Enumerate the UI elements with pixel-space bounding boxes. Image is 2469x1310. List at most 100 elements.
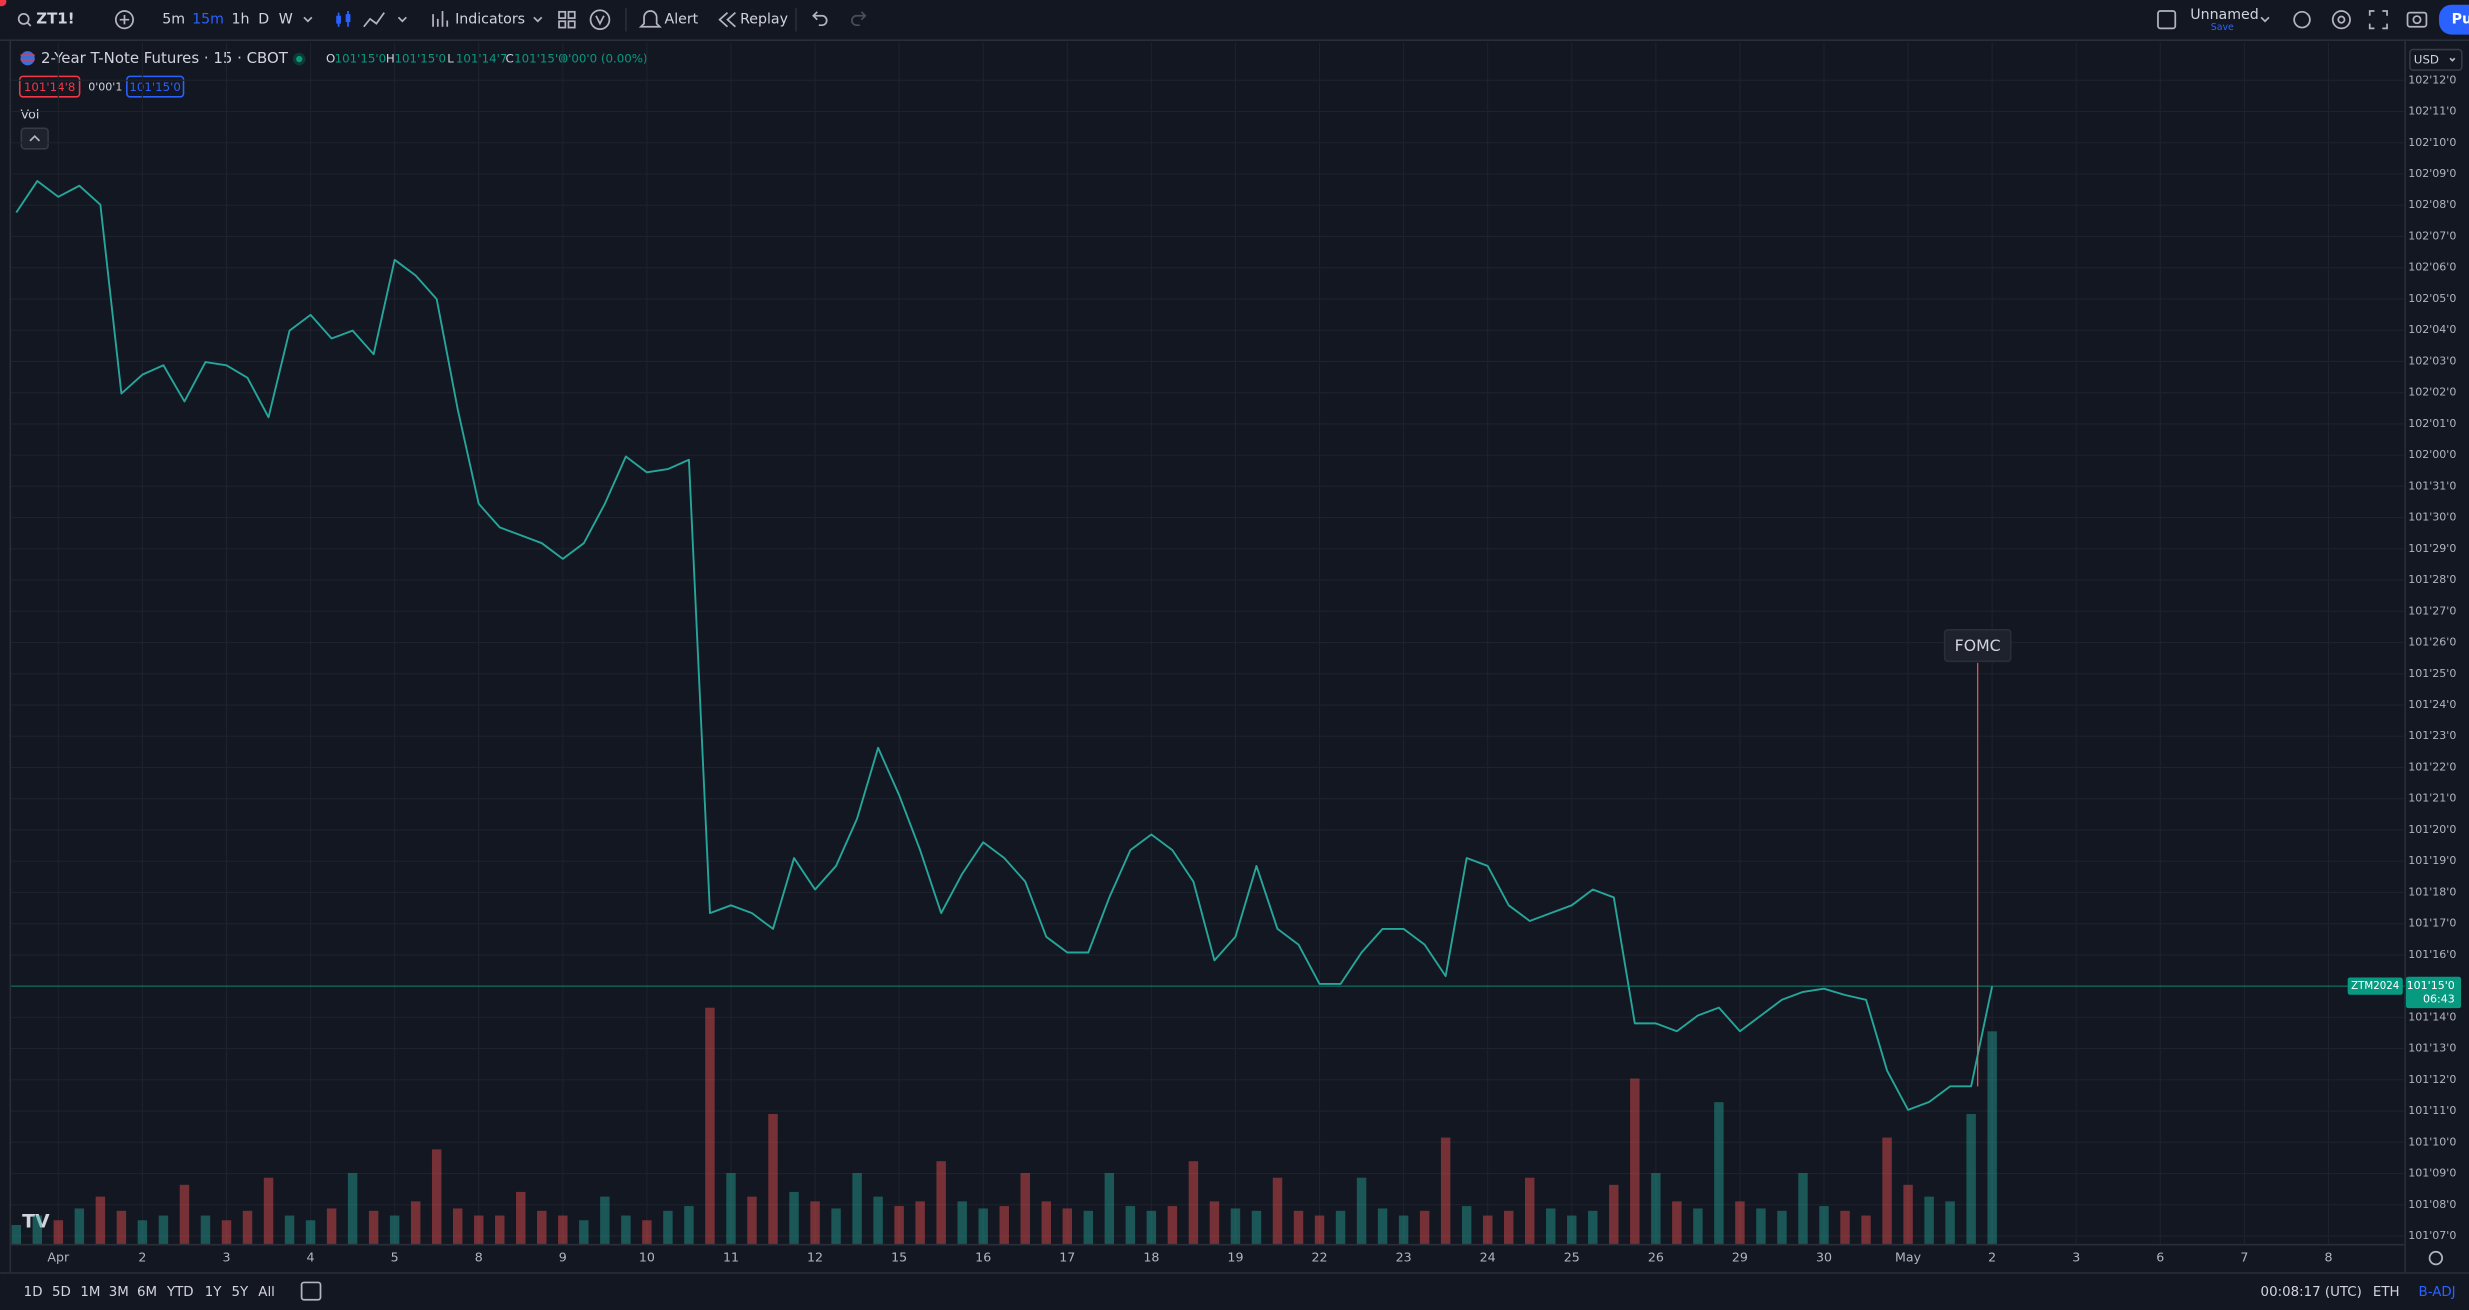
volume-bar — [1146, 1210, 1157, 1244]
volume-bar — [263, 1177, 274, 1244]
interval-button[interactable]: 5m — [162, 12, 185, 28]
volume-bar — [1482, 1215, 1493, 1244]
publish-button[interactable] — [2439, 4, 2469, 35]
settings[interactable] — [2331, 10, 2351, 30]
volume-bar — [1104, 1173, 1115, 1244]
add-symbol-plus — [119, 14, 130, 25]
legend-key: L — [447, 52, 454, 66]
interval-button[interactable]: D — [258, 12, 269, 28]
legend-value: 101'14'7 — [456, 52, 508, 66]
volume-bar — [284, 1215, 295, 1244]
drawing-menu[interactable] — [397, 16, 407, 23]
interval-button[interactable]: 15m — [192, 12, 224, 28]
volume-bar — [221, 1220, 232, 1244]
session[interactable]: ETH — [2373, 1285, 2400, 1300]
volume-bar — [1714, 1102, 1724, 1244]
range-button[interactable]: 3M — [109, 1285, 129, 1300]
alert-button[interactable]: Alert — [665, 12, 699, 28]
range-button[interactable]: 5Y — [232, 1285, 250, 1300]
y-tick-label: 102'05'0 — [2408, 292, 2456, 305]
snapshot[interactable] — [2406, 11, 2428, 28]
quick-search[interactable] — [2293, 10, 2311, 29]
clock[interactable]: 00:08:17 (UTC) — [2261, 1285, 2362, 1300]
date-range-icon[interactable] — [300, 1281, 322, 1301]
indicators-button[interactable]: Indicators — [455, 12, 525, 28]
volume-bar — [95, 1196, 106, 1244]
range-button[interactable]: 1Y — [205, 1285, 223, 1300]
x-tick-label: 15 — [891, 1250, 907, 1265]
annotation: FOMC — [1955, 636, 2001, 655]
range-button[interactable]: 1M — [80, 1285, 100, 1300]
currency-box[interactable] — [2409, 48, 2463, 71]
y-tick-label: 101'08'0 — [2408, 1198, 2456, 1211]
volume-legend[interactable]: Vol — [21, 106, 40, 121]
volume-bar — [894, 1206, 904, 1244]
volume-bar — [1503, 1210, 1514, 1244]
layout-name[interactable]: Unnamed — [2190, 7, 2258, 23]
range-button[interactable]: 1D — [24, 1285, 43, 1300]
search-icon[interactable] — [17, 12, 30, 25]
undo[interactable] — [812, 11, 828, 27]
interval-menu[interactable] — [303, 16, 313, 23]
adjustment[interactable]: B-ADJ — [2419, 1285, 2456, 1300]
volume-bar — [1083, 1210, 1094, 1244]
ask-box[interactable] — [126, 75, 185, 98]
layout-menu[interactable] — [2260, 16, 2270, 23]
visual-icon[interactable] — [589, 9, 611, 30]
volume-bar — [936, 1161, 946, 1244]
volume-bar — [600, 1196, 610, 1244]
legend-value: 101'15'0 — [335, 52, 387, 66]
legend-key: C — [505, 52, 513, 66]
y-tick-label: 102'12'0 — [2408, 73, 2456, 86]
symbol-tag-label: ZTM2024 — [2351, 981, 2399, 992]
volume-bar — [789, 1191, 799, 1244]
volume-bar — [1461, 1206, 1472, 1244]
y-tick-label: 102'01'0 — [2408, 417, 2456, 430]
redo[interactable] — [851, 11, 867, 27]
bid-box[interactable] — [18, 75, 81, 98]
symbol-tag — [2347, 977, 2403, 995]
interval-button[interactable]: 1h — [232, 12, 250, 28]
volume-bar — [684, 1206, 694, 1244]
drawing-icon[interactable] — [363, 12, 385, 28]
volume-bar — [1546, 1208, 1556, 1244]
y-tick-label: 101'25'0 — [2408, 667, 2456, 680]
volume-bar — [32, 1215, 43, 1244]
indicators-menu[interactable] — [533, 16, 543, 23]
volume-bar — [1251, 1210, 1262, 1244]
price-tag-countdown: 06:43 — [2423, 993, 2455, 1006]
volume-bar — [410, 1201, 421, 1244]
volume-bar — [810, 1201, 820, 1244]
y-tick-label: 102'04'0 — [2408, 323, 2456, 336]
volume-bar — [431, 1149, 442, 1244]
x-tick-label: 3 — [2072, 1250, 2080, 1265]
templates-icon[interactable] — [558, 10, 567, 19]
volume-bar — [579, 1220, 589, 1244]
range-button[interactable]: All — [258, 1285, 275, 1300]
add-symbol[interactable] — [114, 10, 134, 30]
x-tick-label: 3 — [222, 1250, 230, 1265]
y-tick-label: 101'10'0 — [2408, 1135, 2456, 1148]
volume-bar — [957, 1201, 967, 1244]
volume-bar — [1777, 1210, 1787, 1244]
collapse-button[interactable] — [20, 127, 49, 150]
y-tick-label: 101'14'0 — [2408, 1010, 2456, 1023]
symbol[interactable]: ZT1! — [36, 10, 74, 28]
range-button[interactable]: 6M — [137, 1285, 157, 1300]
volume-bar — [1840, 1210, 1850, 1244]
legend-title[interactable]: 2-Year T-Note Futures · 15 · CBOT — [41, 49, 289, 67]
replay-icon — [718, 11, 736, 28]
legend-value: 101'15'0 — [394, 52, 446, 66]
y-tick-label: 101'11'0 — [2408, 1104, 2456, 1117]
replay-button[interactable]: Replay — [740, 12, 788, 28]
axis-settings[interactable] — [2428, 1250, 2444, 1266]
grid — [11, 42, 2405, 1244]
volume-bar — [452, 1208, 463, 1244]
range-button[interactable]: YTD — [166, 1285, 194, 1300]
range-button[interactable]: 5D — [52, 1285, 71, 1300]
fullscreen[interactable] — [2368, 10, 2388, 30]
layout-icon[interactable] — [2157, 10, 2177, 30]
interval-button[interactable]: W — [279, 12, 293, 28]
y-tick-label: 102'07'0 — [2408, 229, 2456, 242]
x-tick-label: 26 — [1648, 1250, 1664, 1265]
